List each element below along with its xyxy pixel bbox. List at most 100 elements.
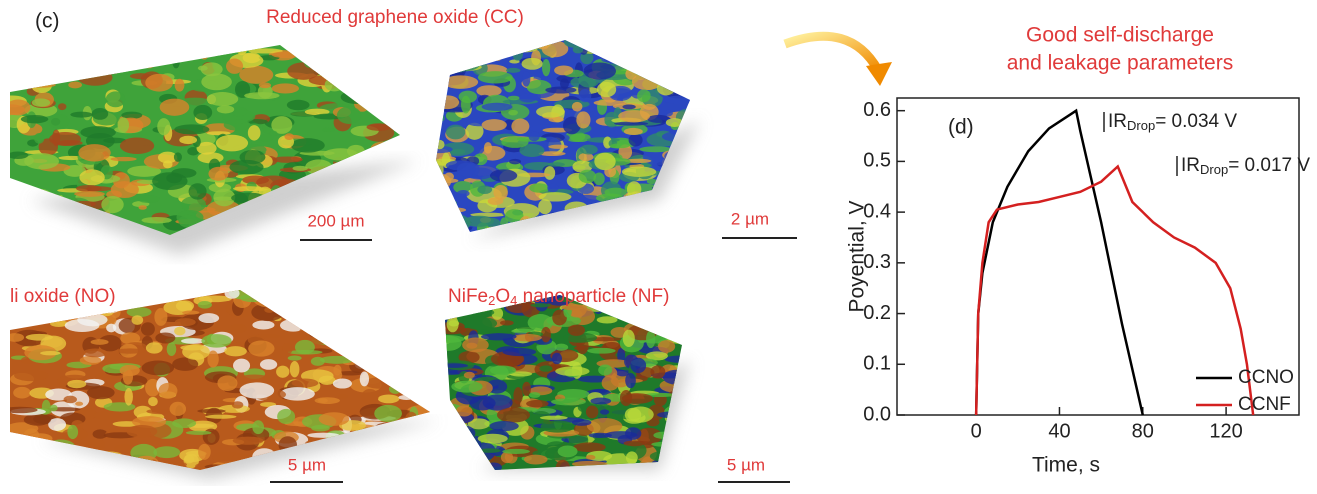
terrain-bump bbox=[490, 169, 517, 182]
terrain-bump bbox=[555, 366, 589, 376]
terrain-bump bbox=[624, 128, 643, 135]
terrain-bump bbox=[683, 165, 695, 177]
terrain-bump bbox=[418, 393, 426, 407]
terrain-bump bbox=[668, 35, 677, 47]
terrain-bump bbox=[548, 145, 568, 149]
terrain-bump bbox=[625, 408, 641, 422]
terrain-bump bbox=[601, 56, 632, 63]
terrain-bump bbox=[86, 62, 104, 76]
terrain-bump bbox=[440, 363, 468, 368]
terrain-bump bbox=[353, 46, 386, 53]
terrain-bump bbox=[205, 415, 236, 419]
terrain-bump bbox=[432, 223, 441, 229]
terrain-bump bbox=[38, 58, 47, 70]
terrain-bump bbox=[599, 37, 618, 50]
terrain-bump bbox=[242, 176, 269, 185]
terrain-bump bbox=[138, 205, 146, 210]
terrain-bump bbox=[501, 136, 528, 148]
terrain-bump bbox=[447, 212, 462, 217]
terrain-bump bbox=[283, 43, 306, 48]
terrain-bump bbox=[350, 55, 367, 68]
terrain-bump bbox=[658, 61, 685, 76]
terrain-bump bbox=[447, 200, 457, 209]
terrain-bump bbox=[357, 312, 369, 329]
terrain-bump bbox=[272, 83, 299, 93]
terrain-bump bbox=[341, 66, 362, 75]
terrain-bump bbox=[337, 106, 361, 124]
terrain-bump bbox=[89, 67, 121, 74]
terrain-bump bbox=[573, 442, 605, 452]
terrain-bump bbox=[370, 453, 404, 470]
terrain-bump bbox=[369, 306, 394, 313]
terrain-bump bbox=[42, 463, 51, 470]
terrain-bump bbox=[413, 325, 436, 339]
terrain-bump bbox=[213, 196, 233, 200]
terrain-bump bbox=[626, 451, 638, 464]
terrain-bump bbox=[24, 153, 59, 169]
terrain-bump bbox=[352, 304, 362, 316]
terrain-bump bbox=[454, 426, 475, 441]
terrain-bump bbox=[478, 434, 508, 444]
terrain-bump bbox=[338, 193, 372, 207]
terrain-bump bbox=[464, 372, 475, 379]
terrain-bump bbox=[456, 406, 473, 417]
terrain-bump bbox=[189, 183, 207, 199]
terrain-bump bbox=[482, 119, 507, 131]
terrain-bump bbox=[597, 82, 616, 97]
terrain-bump bbox=[630, 358, 646, 373]
terrain-bump bbox=[22, 82, 55, 88]
terrain-bump bbox=[554, 344, 568, 351]
terrain-bump bbox=[289, 231, 321, 235]
terrain-bump bbox=[488, 197, 504, 205]
terrain-bump bbox=[552, 353, 562, 365]
terrain-bump bbox=[230, 324, 248, 333]
terrain-bump bbox=[659, 221, 670, 235]
terrain-bump bbox=[338, 394, 348, 399]
terrain-bump bbox=[326, 50, 340, 57]
terrain-bump bbox=[360, 371, 369, 386]
terrain-bump bbox=[657, 308, 666, 314]
terrain-bump bbox=[175, 318, 196, 326]
terrain-bump bbox=[413, 390, 442, 394]
terrain-bump bbox=[398, 395, 414, 400]
terrain-bump bbox=[378, 354, 406, 362]
terrain-bump bbox=[295, 310, 317, 321]
terrain-bump bbox=[572, 102, 583, 112]
terrain-bump bbox=[333, 365, 341, 376]
terrain-bump bbox=[503, 348, 537, 356]
terrain-bump bbox=[94, 411, 123, 420]
terrain-bump bbox=[625, 311, 656, 325]
terrain-bump bbox=[658, 340, 675, 353]
terrain-bump bbox=[564, 36, 587, 47]
terrain-bump bbox=[23, 450, 54, 466]
terrain-bump bbox=[131, 315, 143, 325]
terrain-bump bbox=[64, 396, 77, 404]
terrain-bump bbox=[148, 397, 158, 406]
x-axis-label: Time, s bbox=[1032, 454, 1100, 477]
terrain-bump bbox=[586, 455, 596, 460]
terrain-bump bbox=[440, 207, 452, 218]
terrain-bump bbox=[32, 98, 50, 106]
terrain-bump bbox=[24, 414, 51, 426]
terrain-bump bbox=[677, 197, 687, 206]
terrain-bump bbox=[91, 339, 109, 345]
terrain-bump bbox=[506, 68, 520, 73]
terrain-bump bbox=[182, 344, 210, 360]
y-tick-label: 0.0 bbox=[863, 403, 891, 425]
terrain-bump bbox=[76, 185, 102, 192]
terrain-bump bbox=[172, 51, 180, 69]
terrain-bump bbox=[542, 224, 560, 229]
terrain-bump bbox=[524, 455, 548, 465]
terrain-bump bbox=[368, 193, 403, 209]
terrain-bump bbox=[626, 56, 640, 66]
terrain-bump bbox=[239, 66, 273, 84]
terrain-bump bbox=[477, 185, 492, 194]
terrain-bump bbox=[179, 136, 197, 144]
terrain-bump bbox=[402, 463, 430, 471]
terrain-bump bbox=[650, 325, 667, 331]
terrain-bump bbox=[642, 223, 668, 234]
terrain-bump bbox=[294, 289, 306, 299]
terrain-bump bbox=[558, 445, 578, 457]
terrain-bump bbox=[158, 383, 177, 399]
terrain-bump bbox=[584, 63, 616, 80]
